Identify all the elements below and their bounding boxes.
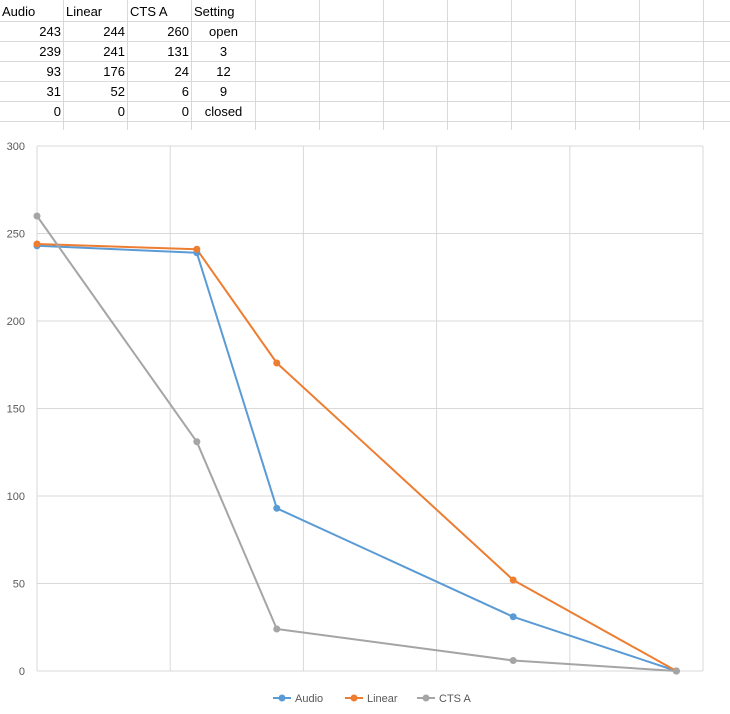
- data-point: [193, 245, 201, 253]
- column-divider: [639, 0, 640, 130]
- y-tick-label: 250: [7, 229, 25, 241]
- row-divider: [0, 21, 730, 22]
- column-divider: [63, 0, 64, 130]
- table-cell[interactable]: 9: [219, 84, 228, 99]
- data-point: [273, 359, 281, 367]
- y-tick-label: 0: [19, 666, 25, 678]
- column-divider: [191, 0, 192, 130]
- table-cell[interactable]: 31: [46, 84, 61, 99]
- row-divider: [0, 61, 730, 62]
- table-cell[interactable]: 260: [167, 24, 189, 39]
- row-divider: [0, 41, 730, 42]
- gridlines: [36, 145, 704, 672]
- chart-area: [0, 134, 730, 712]
- column-divider: [575, 0, 576, 130]
- legend-label: Audio: [295, 693, 323, 705]
- y-tick-label: 150: [7, 404, 25, 416]
- data-point: [509, 576, 517, 584]
- row-divider: [0, 101, 730, 102]
- y-tick-label: 200: [7, 316, 25, 328]
- column-divider: [703, 0, 704, 130]
- table-cell[interactable]: 0: [53, 104, 61, 119]
- table-cell[interactable]: 24: [174, 64, 189, 79]
- legend-label: CTS A: [439, 693, 471, 705]
- row-divider: [0, 81, 730, 82]
- table-cell[interactable]: 6: [181, 84, 189, 99]
- column-divider: [383, 0, 384, 130]
- column-divider: [319, 0, 320, 130]
- table-cell[interactable]: 0: [181, 104, 189, 119]
- column-divider: [511, 0, 512, 130]
- column-divider: [127, 0, 128, 130]
- spreadsheet-grid[interactable]: Audio Linear CTS A Setting 243 244 260 o…: [0, 0, 730, 130]
- table-cell[interactable]: 0: [117, 104, 125, 119]
- data-point: [33, 212, 41, 220]
- header-cell-cts-a[interactable]: CTS A: [130, 4, 168, 19]
- table-cell[interactable]: 93: [46, 64, 61, 79]
- table-cell[interactable]: 243: [39, 24, 61, 39]
- y-axis-labels: 0 50 100 150 200 250 300: [7, 141, 25, 678]
- legend-marker: [350, 694, 358, 702]
- column-divider: [255, 0, 256, 130]
- data-point: [273, 504, 281, 512]
- legend-marker: [422, 694, 430, 702]
- table-cell[interactable]: 241: [103, 44, 125, 59]
- data-point: [273, 625, 281, 633]
- data-point: [509, 613, 517, 621]
- header-cell-audio[interactable]: Audio: [2, 4, 36, 19]
- y-tick-label: 100: [7, 491, 25, 503]
- table-cell[interactable]: open: [209, 24, 238, 39]
- legend-marker: [278, 694, 286, 702]
- table-cell[interactable]: 244: [103, 24, 125, 39]
- table-cell[interactable]: 12: [216, 64, 231, 79]
- table-cell[interactable]: 3: [219, 44, 228, 59]
- header-cell-setting[interactable]: Setting: [194, 4, 235, 19]
- y-tick-label: 300: [7, 141, 25, 153]
- column-divider: [447, 0, 448, 130]
- data-point: [193, 438, 201, 446]
- line-chart[interactable]: 0 50 100 150 200 250 300 Audio Linear CTS A: [0, 134, 730, 712]
- data-point: [33, 240, 41, 248]
- row-divider: [0, 121, 730, 122]
- legend-label: Linear: [367, 693, 398, 705]
- data-point: [672, 667, 680, 675]
- legend: Audio Linear CTS A: [273, 693, 471, 705]
- series-markers: [33, 212, 680, 675]
- y-tick-label: 50: [13, 579, 25, 591]
- table-cell[interactable]: 52: [110, 84, 125, 99]
- data-point: [509, 657, 517, 664]
- table-cell[interactable]: 239: [39, 44, 61, 59]
- header-cell-linear[interactable]: Linear: [66, 4, 103, 19]
- table-cell[interactable]: 176: [103, 64, 125, 79]
- table-cell[interactable]: closed: [204, 104, 243, 119]
- table-cell[interactable]: 131: [167, 44, 189, 59]
